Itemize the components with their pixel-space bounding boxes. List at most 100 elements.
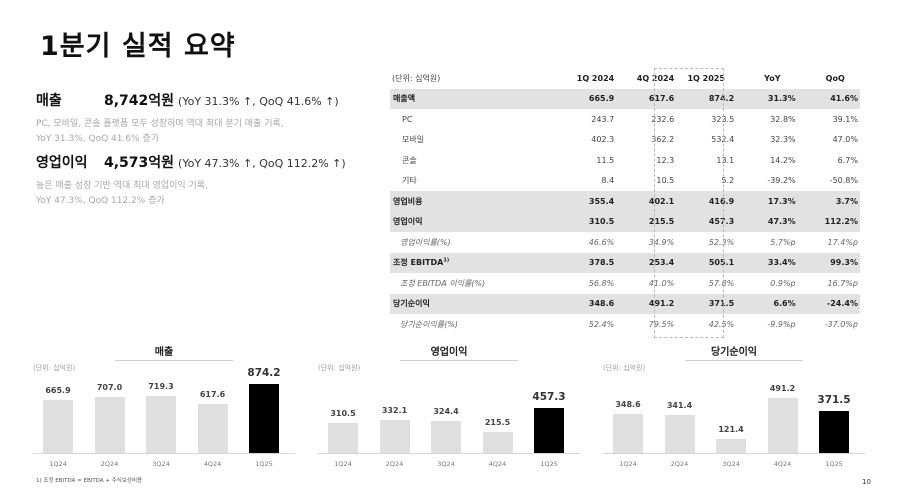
- row-label-text: PC: [402, 114, 413, 124]
- kpi-operating-profit: 영업이익 4,573억원 (YoY 47.3% ↑, QoQ 112.2% ↑)…: [36, 152, 346, 209]
- kpi-desc-line: YoY 31.3%, QoQ 41.6% 증가: [36, 134, 160, 144]
- chart-title: 매출: [154, 347, 174, 358]
- bar: [328, 423, 358, 453]
- table-cell: 47.3%: [736, 211, 798, 232]
- row-label-text: 영업이익률(%): [400, 237, 451, 247]
- chart-baseline: [33, 453, 295, 454]
- chart-revenue: 매출 (단위: 십억원) 665.9 1Q24 707.0 2Q24 719.3 3Q24 61…: [33, 340, 295, 475]
- bar: [146, 396, 176, 453]
- table-row: 당기순이익률(%) 52.4% 79.5% 42.5% -9.9%p -37.0%p: [390, 314, 860, 335]
- row-label-text: 조정 EBITDA 이익률(%): [400, 278, 486, 288]
- bar: [431, 421, 461, 453]
- table-row: 영업이익률(%) 46.6% 34.9% 52.3% 5.7%p 17.4%p: [390, 232, 860, 253]
- kpi-revenue: 매출 8,742억원 (YoY 31.3% ↑, QoQ 41.6% ↑) PC…: [36, 90, 339, 147]
- table-cell: 12.3: [656, 155, 675, 165]
- chart-baseline: [318, 453, 580, 454]
- table-cell: 31.3%: [736, 88, 798, 109]
- row-label: 모바일: [390, 130, 556, 151]
- chart-unit-label: (단위: 십억원): [603, 364, 646, 372]
- row-label: 영업이익: [390, 211, 557, 232]
- financial-summary-table: (단위: 십억원) 1Q 2024 4Q 2024 1Q 2025 YoY Qo…: [390, 68, 860, 335]
- kpi-label: 영업이익: [36, 155, 88, 171]
- table-cell: 32.8%: [770, 114, 796, 124]
- table-cell: 14.2%: [770, 155, 796, 165]
- chart-title: 영업이익: [430, 347, 468, 358]
- table-cell: 874.2: [676, 88, 737, 109]
- bar-value-label: 491.2: [769, 384, 796, 393]
- bar-current-quarter: [534, 408, 564, 453]
- table-cell: 8.4: [601, 176, 615, 186]
- table-cell: 79.5%: [648, 319, 675, 329]
- table-cell: 532.4: [711, 135, 735, 145]
- x-axis-label: 3Q24: [152, 460, 170, 468]
- table-cell: 6.7%: [837, 155, 858, 165]
- column-header: QoQ: [825, 73, 845, 83]
- bar-value-label: 719.3: [148, 382, 174, 391]
- table-row: PC 243.7 232.6 323.5 32.8% 39.1%: [390, 109, 860, 130]
- x-axis-label: 4Q24: [203, 460, 222, 468]
- x-axis-label: 2Q24: [385, 460, 404, 468]
- row-label: 당기순이익률(%): [390, 314, 556, 335]
- table-row: 조정 EBITDA 이익률(%) 56.8% 41.0% 57.8% 0.9%p 16.7…: [390, 273, 860, 294]
- table-cell: 41.0%: [648, 278, 675, 288]
- row-label-text: 모바일: [402, 135, 425, 145]
- table-cell: 378.5: [556, 252, 617, 273]
- table-cell: 52.4%: [588, 319, 615, 329]
- bar: [613, 414, 643, 453]
- table-row: 매출액 665.9 617.6 874.2 31.3% 41.6%: [390, 88, 860, 109]
- chart-title: 당기순이익: [711, 347, 757, 358]
- table-cell: -24.4%: [797, 293, 860, 314]
- table-cell: 665.9: [556, 88, 617, 109]
- row-label: 조정 EBITDA1): [390, 252, 557, 273]
- page-number: 10: [862, 478, 871, 486]
- column-header: YoY: [764, 73, 781, 83]
- table-cell: 617.6: [616, 88, 677, 109]
- bar-value-label: 348.6: [615, 400, 641, 409]
- bar-value-label: 341.4: [666, 401, 693, 410]
- table-cell: 99.3%: [797, 252, 860, 273]
- table-cell: 0.9%p: [770, 278, 796, 288]
- bar-value-label: 707.0: [96, 383, 123, 392]
- bar-value-label: 665.9: [45, 386, 71, 395]
- bar-value-label: 617.6: [199, 390, 226, 399]
- table-cell: 402.3: [591, 135, 615, 145]
- bar: [767, 398, 798, 453]
- table-cell: 112.2%: [797, 211, 860, 232]
- table-cell: -37.0%p: [824, 319, 858, 329]
- bar-value-label: 324.4: [433, 407, 459, 416]
- table-cell: 16.7%p: [827, 278, 859, 288]
- table-cell: 310.5: [556, 211, 617, 232]
- row-label-text: 당기순이익률(%): [400, 319, 459, 329]
- bar: [94, 397, 125, 453]
- page-title: 1분기 실적 요약: [40, 31, 236, 62]
- unit-header: (단위: 십억원): [392, 73, 441, 83]
- kpi-desc-line: PC, 모바일, 콘솔 플랫폼 모두 성장하며 역대 최대 분기 매출 기록,: [36, 119, 284, 129]
- table-cell: 457.3: [676, 211, 737, 232]
- row-label-text: 콘솔: [402, 155, 417, 165]
- row-label: 영업이익률(%): [390, 232, 556, 253]
- chart-unit-label: (단위: 십억원): [318, 364, 361, 372]
- chart-title-underline: [400, 360, 518, 361]
- footnote: 1) 조정 EBITDA = EBITDA + 주식보상비용: [36, 478, 143, 484]
- row-label-text: 매출액: [393, 94, 416, 104]
- table-cell: 491.2: [616, 293, 677, 314]
- table-cell: 46.6%: [588, 237, 615, 247]
- bar-value-label: 215.5: [484, 418, 511, 427]
- bar-value-label: 121.4: [718, 425, 744, 434]
- bar: [43, 400, 73, 453]
- table-cell: 371.5: [676, 293, 737, 314]
- table-cell: 3.7%: [797, 191, 860, 212]
- bar-current-quarter: [819, 411, 849, 453]
- bar-value-label: 371.5: [817, 394, 851, 406]
- table-cell: 42.5%: [708, 319, 735, 329]
- table-cell: 32.3%: [770, 135, 796, 145]
- table-cell: 11.5: [596, 155, 615, 165]
- row-label: 영업비용: [390, 191, 557, 212]
- bar: [716, 439, 746, 453]
- table-cell: 39.1%: [832, 114, 858, 124]
- kpi-value: 8,742억원: [104, 93, 175, 109]
- column-header: 4Q 2024: [636, 73, 675, 83]
- table-cell: 402.1: [616, 191, 677, 212]
- x-axis-label: 1Q25: [255, 460, 273, 468]
- kpi-value: 4,573억원: [104, 155, 175, 171]
